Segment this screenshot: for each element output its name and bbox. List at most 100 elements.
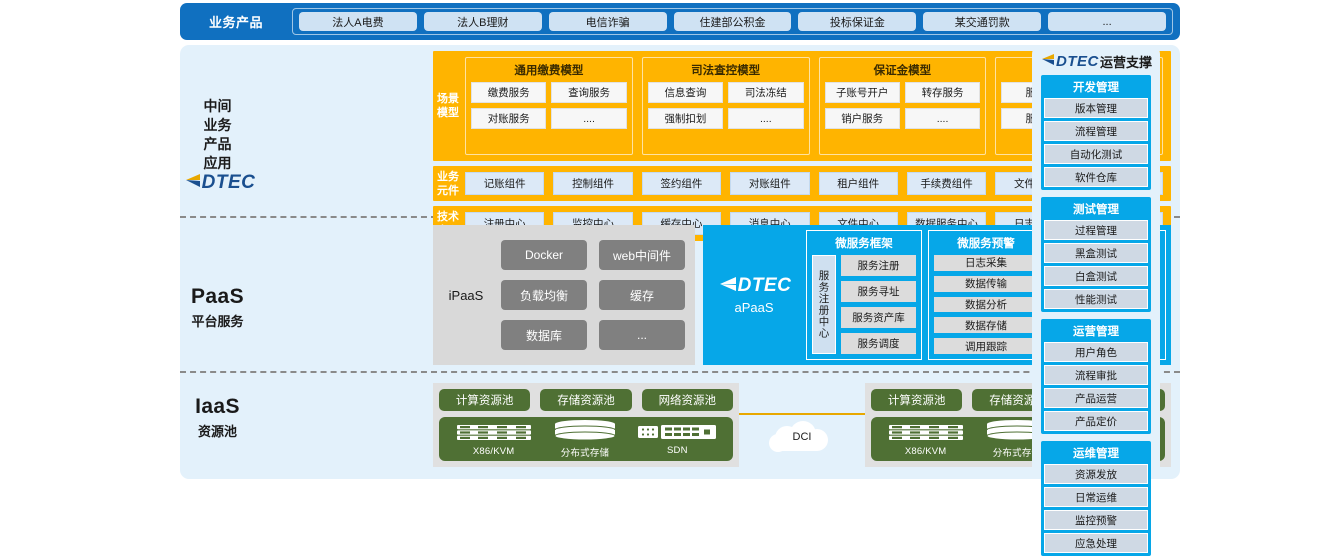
resource-pool[interactable]: 网络资源池 (641, 389, 733, 411)
product-chip[interactable]: 投标保证金 (798, 12, 917, 31)
row-label-line: 元件 (437, 184, 459, 197)
apaas-branding: DTEC aPaaS (708, 230, 800, 360)
ipaas-panel: iPaaS Docker web中间件 负载均衡 缓存 数据库... (433, 225, 695, 365)
product-chip[interactable]: ... (1048, 12, 1167, 31)
operations-support-panel: DTEC 运营支撑 开发管理 版本管理 流程管理 自动化测试 软件仓库 测试管理 过程管理黑… (1032, 45, 1160, 556)
ops-group-item[interactable]: 日常运维 (1044, 487, 1148, 507)
device-caption: X86/KVM (472, 445, 515, 457)
service-cell[interactable]: 子账号开户 (824, 82, 900, 103)
service-cell[interactable]: 信息查询 (647, 82, 724, 103)
service-cell[interactable]: 强制扣划 (647, 108, 724, 129)
microservice-item[interactable]: 服务调度 (841, 333, 916, 354)
component-chip[interactable]: 对账组件 (730, 172, 810, 195)
scene-model-title: 司法查控模型 (691, 65, 761, 77)
dtec-arrow-icon (183, 173, 201, 193)
service-cell[interactable]: 销户服务 (824, 108, 900, 129)
component-chip[interactable]: 签约组件 (641, 172, 722, 195)
component-chip[interactable]: 手续费组件 (906, 172, 987, 195)
scene-model-grid: 信息查询 司法冻结 强制扣划.... (647, 82, 804, 129)
ops-group-item[interactable]: 产品运营 (1044, 388, 1148, 408)
scene-model-box: 保证金模型子账号开户 转存服务 销户服务.... (818, 57, 987, 155)
service-cell[interactable]: .... (728, 108, 804, 129)
product-chip[interactable]: 法人B理财 (423, 12, 542, 31)
component-chip[interactable]: 控制组件 (553, 172, 633, 195)
ops-group-item[interactable]: 黑盒测试 (1044, 243, 1148, 263)
ipaas-chip[interactable]: ... (599, 320, 685, 350)
resource-pool[interactable]: 计算资源池 (439, 389, 531, 411)
ops-group-item[interactable]: 监控预警 (1044, 510, 1148, 530)
ops-group-title: 运营管理 (1073, 326, 1119, 338)
service-cell[interactable]: .... (551, 108, 627, 129)
product-chip[interactable]: 电信诈骗 (548, 12, 667, 31)
device-caption: X86/KVM (904, 445, 947, 457)
business-product-label: 业务产品 (208, 15, 263, 30)
business-product-chip-row: 法人A电费 法人B理财 电信诈骗 住建部公积金 投标保证金 某交通罚款... (292, 8, 1173, 35)
microservice-item[interactable]: 数据存储 (934, 317, 1038, 334)
ops-group-item[interactable]: 流程管理 (1044, 121, 1148, 141)
datacenter-panel: 计算资源池存储资源池网络资源池 X86/KVM 分布式存储 SDN (433, 383, 739, 467)
service-cell[interactable]: .... (904, 108, 981, 129)
ops-group: 运营管理用户角色流程审批产品运营产品定价 (1041, 319, 1151, 434)
ops-group-item[interactable]: 用户角色 (1044, 342, 1148, 362)
ops-group-item[interactable]: 白盒测试 (1044, 266, 1148, 286)
resource-pool[interactable]: 计算资源池 (871, 389, 963, 411)
microservice-item[interactable]: 服务资产库 (841, 307, 916, 328)
microservice-item[interactable]: 数据分析 (934, 296, 1038, 313)
row-label-line: 模型 (437, 107, 459, 119)
microservice-item[interactable]: 日志采集 (934, 255, 1038, 271)
service-cell[interactable]: 司法冻结 (728, 82, 804, 103)
ops-group-item[interactable]: 资源发放 (1044, 464, 1148, 484)
dtec-logo-middle: DTEC (180, 172, 258, 194)
ops-group-item[interactable]: 版本管理 (1044, 98, 1148, 118)
ops-group-item[interactable]: 性能测试 (1044, 289, 1148, 309)
ops-panel-header: DTEC 运营支撑 (1032, 45, 1160, 75)
scene-model-title: 保证金模型 (873, 65, 932, 77)
ops-group-item[interactable]: 软件仓库 (1044, 167, 1148, 187)
dtec-wordmark: DTEC (737, 275, 792, 296)
microservice-item-list: 服务注册服务寻址服务资产库服务调度 (841, 255, 916, 354)
ipaas-chip[interactable]: web中间件 (599, 240, 685, 270)
microservice-box: 微服务框架 服务注册中心 服务注册 服务寻址 服务资产库 服务调度 (806, 230, 922, 360)
dtec-arrow-icon (1040, 53, 1055, 71)
ops-group-item[interactable]: 过程管理 (1044, 220, 1148, 240)
service-cell[interactable]: 对账服务 (471, 108, 547, 129)
architecture-diagram: 业务产品 法人A电费 法人B理财 电信诈骗 住建部公积金 投标保证金 某交通罚款... 中… (180, 3, 1180, 556)
microservice-item[interactable]: 调用跟踪 (934, 338, 1038, 354)
ipaas-chip[interactable]: 缓存 (599, 280, 685, 310)
service-cell[interactable]: 查询服务 (551, 82, 627, 103)
microservice-box-title: 微服务预警 (957, 238, 1015, 250)
tier-middle-line-1: 业务 (203, 117, 232, 133)
dci-label: DCI (792, 431, 812, 443)
scene-model-grid: 子账号开户 转存服务 销户服务.... (824, 82, 981, 129)
tier-middle-line-0: 中间 (203, 98, 232, 114)
dci-connector-line (739, 413, 865, 415)
component-chip[interactable]: 租户组件 (818, 172, 898, 195)
service-cell[interactable]: 缴费服务 (471, 82, 547, 103)
product-chip[interactable]: 某交通罚款 (923, 12, 1042, 31)
device-icon-storage (549, 419, 621, 444)
device: X86/KVM (456, 422, 532, 457)
ipaas-chip[interactable]: 数据库 (501, 320, 587, 350)
microservice-box-body: 日志采集数据传输数据分析数据存储调用跟踪 (934, 255, 1038, 354)
microservice-box: 微服务预警日志采集数据传输数据分析数据存储调用跟踪 (928, 230, 1044, 360)
product-chip[interactable]: 法人A电费 (299, 12, 417, 31)
ipaas-chip[interactable]: Docker (501, 240, 587, 270)
microservice-item[interactable]: 数据传输 (934, 275, 1038, 292)
resource-pool[interactable]: 存储资源池 (540, 389, 632, 411)
service-cell[interactable]: 转存服务 (904, 82, 981, 103)
microservice-item[interactable]: 服务寻址 (841, 281, 916, 302)
ops-group-item[interactable]: 产品定价 (1044, 411, 1148, 431)
ipaas-chip[interactable]: 负载均衡 (501, 280, 587, 310)
ops-group-item[interactable]: 应急处理 (1044, 533, 1148, 553)
microservice-item[interactable]: 服务注册 (841, 255, 916, 276)
device-caption: 分布式存储 (560, 448, 610, 459)
ops-group-item[interactable]: 自动化测试 (1044, 144, 1148, 164)
row-label-line: 技术 (437, 210, 459, 223)
component-chip[interactable]: 记账组件 (465, 172, 545, 195)
tier-label-paas: PaaS 平台服务 (180, 285, 255, 330)
dtec-wordmark: DTEC (201, 172, 256, 193)
row-label-line: 业务 (437, 170, 459, 183)
ops-group-item[interactable]: 流程审批 (1044, 365, 1148, 385)
product-chip[interactable]: 住建部公积金 (673, 12, 792, 31)
device-icon-storage (981, 419, 1053, 444)
